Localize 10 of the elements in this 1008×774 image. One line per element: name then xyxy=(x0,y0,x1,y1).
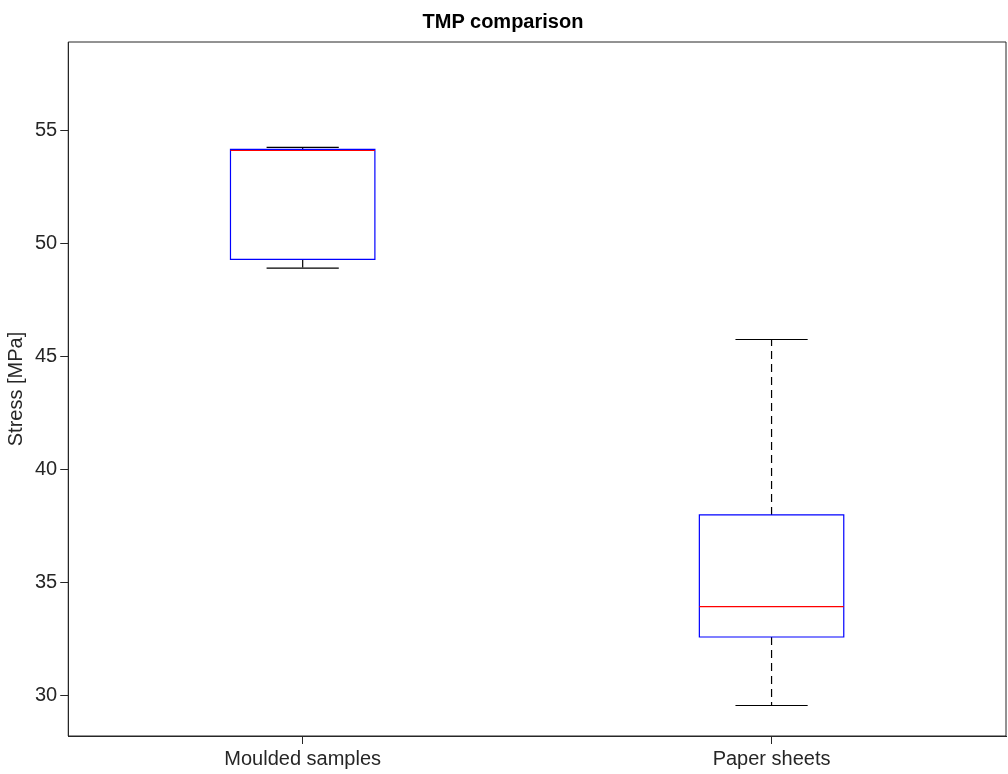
y-axis-title: Stress [MPa] xyxy=(3,331,26,447)
y-tick-label: 30 xyxy=(35,682,58,705)
y-tick-label: 35 xyxy=(35,569,58,592)
x-tick-label: Paper sheets xyxy=(712,746,831,769)
y-tick-label: 45 xyxy=(35,343,58,366)
chart-title: TMP comparison xyxy=(422,9,584,32)
x-tick-label: Moulded samples xyxy=(224,746,382,769)
y-tick-label: 50 xyxy=(35,230,58,253)
y-tick-label: 40 xyxy=(35,456,58,479)
y-tick-label: 55 xyxy=(35,117,58,140)
